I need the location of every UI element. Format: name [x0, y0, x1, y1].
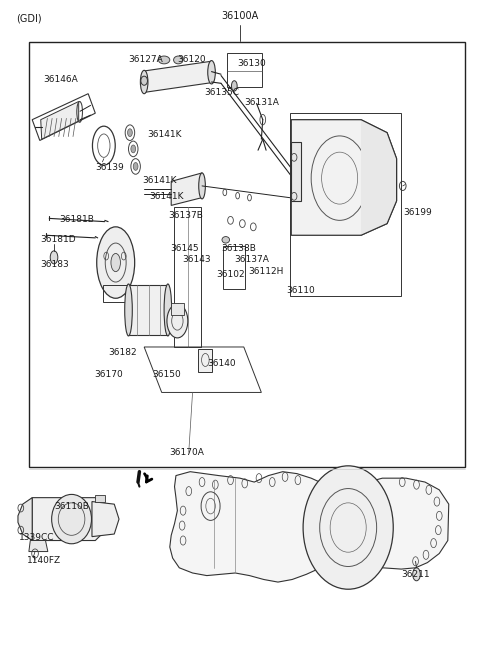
Text: 36112H: 36112H — [249, 267, 284, 276]
Text: 36110B: 36110B — [54, 502, 89, 511]
Ellipse shape — [167, 304, 188, 338]
Text: 36183: 36183 — [41, 260, 70, 269]
Text: 1339CC: 1339CC — [19, 533, 55, 542]
Text: 36137A: 36137A — [234, 255, 269, 264]
Text: 36143: 36143 — [182, 255, 211, 264]
Ellipse shape — [174, 56, 183, 64]
Text: 36130: 36130 — [238, 59, 266, 67]
Text: 36127A: 36127A — [129, 56, 163, 64]
Polygon shape — [144, 61, 212, 92]
Ellipse shape — [158, 56, 170, 64]
Text: 36138B: 36138B — [221, 244, 256, 253]
Text: 36182: 36182 — [108, 348, 137, 357]
Text: 36110: 36110 — [287, 286, 315, 295]
Ellipse shape — [164, 284, 172, 336]
FancyArrowPatch shape — [144, 474, 152, 482]
Text: 36141K: 36141K — [143, 176, 177, 185]
Text: 36181D: 36181D — [41, 235, 76, 244]
Text: (GDI): (GDI) — [16, 14, 42, 24]
Polygon shape — [170, 472, 449, 582]
Polygon shape — [129, 286, 168, 335]
Polygon shape — [29, 540, 48, 552]
Ellipse shape — [128, 129, 132, 136]
Ellipse shape — [140, 70, 148, 94]
Ellipse shape — [131, 145, 136, 153]
Bar — [29, 42, 466, 467]
Ellipse shape — [111, 253, 120, 272]
Text: 36199: 36199 — [404, 208, 432, 217]
Text: 36211: 36211 — [401, 571, 430, 580]
Text: 36100A: 36100A — [221, 11, 259, 21]
Polygon shape — [32, 498, 107, 540]
Bar — [174, 208, 201, 347]
Bar — [103, 286, 128, 301]
Ellipse shape — [222, 236, 229, 243]
Ellipse shape — [303, 466, 393, 590]
Bar — [227, 54, 262, 87]
Text: 36131A: 36131A — [245, 98, 280, 107]
Bar — [198, 349, 213, 371]
Ellipse shape — [125, 284, 132, 336]
Polygon shape — [92, 502, 119, 536]
Text: 1140FZ: 1140FZ — [26, 555, 60, 565]
Polygon shape — [291, 120, 396, 235]
Ellipse shape — [96, 227, 135, 298]
Polygon shape — [18, 498, 32, 540]
Text: 36150: 36150 — [152, 371, 181, 379]
Ellipse shape — [133, 162, 138, 170]
Ellipse shape — [231, 81, 237, 91]
Ellipse shape — [141, 76, 147, 85]
Polygon shape — [41, 102, 79, 139]
Text: 36139: 36139 — [96, 162, 124, 172]
Text: 36140: 36140 — [207, 359, 235, 367]
Text: 36170: 36170 — [95, 371, 123, 379]
Text: 36181B: 36181B — [60, 215, 95, 223]
Polygon shape — [171, 173, 202, 206]
Text: 36102: 36102 — [216, 270, 245, 279]
Bar — [171, 303, 183, 314]
Text: 36137B: 36137B — [168, 212, 203, 220]
Bar — [96, 495, 105, 502]
Text: 36146A: 36146A — [43, 75, 78, 84]
Text: 36120: 36120 — [178, 56, 206, 64]
Text: 36170A: 36170A — [169, 449, 204, 457]
Ellipse shape — [52, 495, 92, 544]
Text: 36135C: 36135C — [204, 88, 240, 97]
Bar — [291, 142, 301, 201]
Ellipse shape — [208, 60, 216, 84]
Ellipse shape — [413, 568, 420, 581]
Text: 36145: 36145 — [170, 244, 198, 253]
Text: 36141K: 36141K — [149, 192, 183, 201]
Ellipse shape — [50, 251, 58, 264]
Bar — [290, 113, 401, 296]
Text: 36141K: 36141K — [147, 130, 182, 139]
Polygon shape — [361, 120, 396, 235]
Bar — [223, 246, 245, 289]
Ellipse shape — [199, 173, 205, 199]
